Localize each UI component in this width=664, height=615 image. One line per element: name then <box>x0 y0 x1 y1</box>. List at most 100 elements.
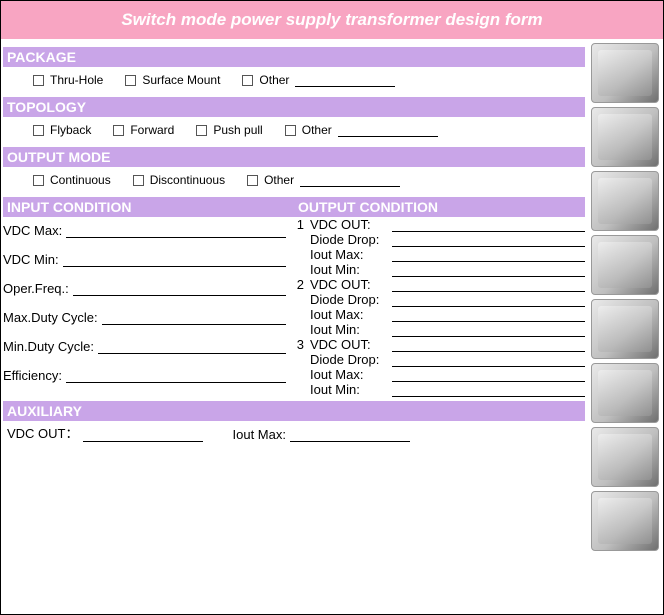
opt-other-topology[interactable]: Other <box>285 123 438 137</box>
output-group: 3VDC OUT:Diode Drop:Iout Max:Iout Min: <box>294 337 585 397</box>
field-label: Iout Max: <box>310 307 392 322</box>
output-field: VDC OUT: <box>310 277 585 292</box>
section-header-package: PACKAGE <box>3 47 585 67</box>
opt-other-outputmode[interactable]: Other <box>247 173 400 187</box>
field-label: Iout Max: <box>310 247 392 262</box>
input-line[interactable] <box>98 340 286 354</box>
field-label: VDC OUT: <box>310 277 392 292</box>
checkbox-icon[interactable] <box>33 175 44 186</box>
checkbox-icon[interactable] <box>33 125 44 136</box>
product-thumbnails <box>589 39 663 614</box>
form-body: PACKAGE Thru-Hole Surface Mount Other TO… <box>1 39 663 614</box>
outputmode-options: Continuous Discontinuous Other <box>3 167 585 193</box>
checkbox-icon[interactable] <box>113 125 124 136</box>
opt-surface-mount[interactable]: Surface Mount <box>125 73 220 87</box>
input-line[interactable] <box>392 218 585 232</box>
output-field: Iout Max: <box>310 367 585 382</box>
input-line[interactable] <box>392 248 585 262</box>
field-label: Max.Duty Cycle: <box>3 310 102 325</box>
checkbox-icon[interactable] <box>247 175 258 186</box>
io-grid: VDC Max: VDC Min: Oper.Freq.: Max.Duty Cycl… <box>3 217 585 397</box>
input-line[interactable] <box>290 428 410 442</box>
input-line[interactable] <box>66 224 286 238</box>
opt-thru-hole[interactable]: Thru-Hole <box>33 73 103 87</box>
field-label: VDC OUT: <box>310 217 392 232</box>
product-thumb <box>591 363 659 423</box>
opt-other-package[interactable]: Other <box>242 73 395 87</box>
output-field: Iout Min: <box>310 262 585 277</box>
field-label: Iout Min: <box>310 322 392 337</box>
form-column: PACKAGE Thru-Hole Surface Mount Other TO… <box>1 39 589 614</box>
output-field: Iout Max: <box>310 307 585 322</box>
input-line[interactable] <box>73 282 286 296</box>
input-line[interactable] <box>392 323 585 337</box>
other-input-line[interactable] <box>300 173 400 187</box>
field-label: Diode Drop: <box>310 292 392 307</box>
section-header-outputmode: OUTPUT MODE <box>3 147 585 167</box>
input-line[interactable] <box>63 253 286 267</box>
other-input-line[interactable] <box>295 73 395 87</box>
field-label: Efficiency: <box>3 368 66 383</box>
output-field: Diode Drop: <box>310 352 585 367</box>
field-label: VDC Min: <box>3 252 63 267</box>
output-field: Iout Min: <box>310 322 585 337</box>
input-line[interactable] <box>392 308 585 322</box>
product-thumb <box>591 299 659 359</box>
aux-vdc-out: VDC OUT： <box>7 423 203 442</box>
output-condition-header: OUTPUT CONDITION <box>294 197 585 217</box>
input-line[interactable] <box>392 353 585 367</box>
input-line[interactable] <box>83 428 203 442</box>
auxiliary-fields: VDC OUT： Iout Max: <box>3 421 585 444</box>
form-title: Switch mode power supply transformer des… <box>1 1 663 39</box>
product-thumb <box>591 235 659 295</box>
product-thumb <box>591 43 659 103</box>
input-line[interactable] <box>392 368 585 382</box>
input-line[interactable] <box>392 293 585 307</box>
field-label: Iout Max: <box>310 367 392 382</box>
output-group-number: 1 <box>294 217 310 277</box>
input-line[interactable] <box>392 263 585 277</box>
opt-continuous[interactable]: Continuous <box>33 173 111 187</box>
output-group-number: 3 <box>294 337 310 397</box>
input-line[interactable] <box>392 233 585 247</box>
input-line[interactable] <box>66 369 286 383</box>
field-label: VDC Max: <box>3 223 66 238</box>
input-field: Efficiency: <box>3 368 286 383</box>
input-condition-header: INPUT CONDITION <box>3 197 294 217</box>
product-thumb <box>591 171 659 231</box>
input-field: Oper.Freq.: <box>3 281 286 296</box>
output-group: 2VDC OUT:Diode Drop:Iout Max:Iout Min: <box>294 277 585 337</box>
output-group: 1VDC OUT:Diode Drop:Iout Max:Iout Min: <box>294 217 585 277</box>
opt-flyback[interactable]: Flyback <box>33 123 91 137</box>
checkbox-icon[interactable] <box>33 75 44 86</box>
topology-options: Flyback Forward Push pull Other <box>3 117 585 143</box>
input-line[interactable] <box>392 338 585 352</box>
opt-forward[interactable]: Forward <box>113 123 174 137</box>
field-label: Iout Min: <box>310 262 392 277</box>
design-form-page: Switch mode power supply transformer des… <box>0 0 664 615</box>
checkbox-icon[interactable] <box>133 175 144 186</box>
field-label: Oper.Freq.: <box>3 281 73 296</box>
output-field: VDC OUT: <box>310 217 585 232</box>
input-field: VDC Min: <box>3 252 286 267</box>
checkbox-icon[interactable] <box>125 75 136 86</box>
opt-pushpull[interactable]: Push pull <box>196 123 262 137</box>
field-label: Min.Duty Cycle: <box>3 339 98 354</box>
input-line[interactable] <box>102 311 286 325</box>
product-thumb <box>591 427 659 487</box>
output-field: VDC OUT: <box>310 337 585 352</box>
checkbox-icon[interactable] <box>285 125 296 136</box>
checkbox-icon[interactable] <box>196 125 207 136</box>
input-line[interactable] <box>392 278 585 292</box>
input-field: VDC Max: <box>3 223 286 238</box>
field-label: Diode Drop: <box>310 352 392 367</box>
other-input-line[interactable] <box>338 123 438 137</box>
package-options: Thru-Hole Surface Mount Other <box>3 67 585 93</box>
checkbox-icon[interactable] <box>242 75 253 86</box>
field-label: Iout Min: <box>310 382 392 397</box>
input-line[interactable] <box>392 383 585 397</box>
opt-discontinuous[interactable]: Discontinuous <box>133 173 225 187</box>
aux-iout-max: Iout Max: <box>233 427 410 442</box>
field-label: Diode Drop: <box>310 232 392 247</box>
io-condition-header: INPUT CONDITION OUTPUT CONDITION <box>3 197 585 217</box>
